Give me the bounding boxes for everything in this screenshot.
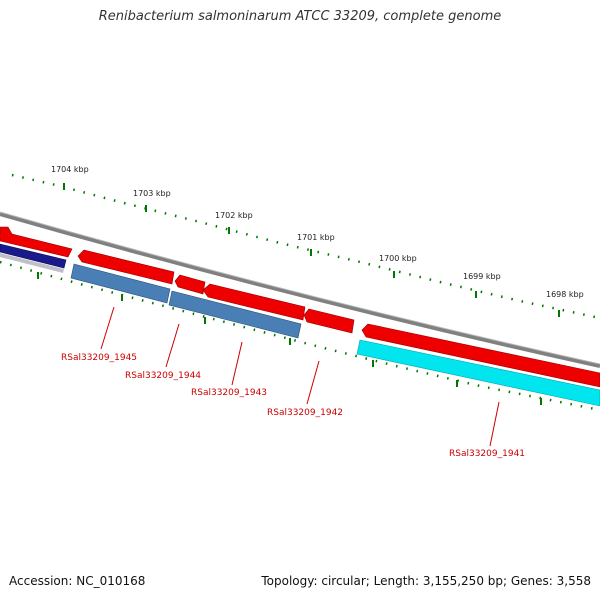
- leader-line: [489, 401, 500, 447]
- tick-label-1703: 1703 kbp: [133, 189, 171, 198]
- reverse-gene-blue[interactable]: [168, 290, 302, 339]
- inner-tick-row: [0, 260, 600, 412]
- reverse-gene-blue[interactable]: [70, 263, 171, 304]
- outer-tick-row: [11, 173, 600, 320]
- forward-strand-genes[interactable]: [0, 226, 600, 388]
- reverse-gene-cyan[interactable]: [356, 339, 600, 407]
- gene-label-1945[interactable]: RSal33209_1945: [61, 353, 137, 363]
- accession-text: Accession: NC_010168: [9, 574, 146, 588]
- forward-gene-arrow[interactable]: [174, 274, 206, 295]
- forward-gene-arrow[interactable]: [77, 249, 175, 285]
- gene-label-1941[interactable]: RSal33209_1941: [449, 449, 525, 459]
- leader-line: [306, 360, 320, 405]
- gene-labels: RSal33209_1945 RSal33209_1944 RSal33209_…: [61, 353, 525, 459]
- tick-label-1702: 1702 kbp: [215, 211, 253, 220]
- tick-label-1704: 1704 kbp: [51, 165, 89, 174]
- gene-label-1942[interactable]: RSal33209_1942: [267, 408, 343, 418]
- forward-gene-arrow[interactable]: [303, 308, 355, 334]
- tick-label-1700: 1700 kbp: [379, 254, 417, 263]
- leader-line: [100, 306, 115, 350]
- label-leaders: [100, 306, 500, 447]
- leader-line: [231, 341, 243, 386]
- tick-labels: 1704 kbp 1703 kbp 1702 kbp 1701 kbp 1700…: [51, 165, 584, 299]
- gene-label-1944[interactable]: RSal33209_1944: [125, 371, 201, 381]
- reverse-strand-genes[interactable]: [0, 243, 600, 407]
- tick-label-1699: 1699 kbp: [463, 272, 501, 281]
- gene-label-1943[interactable]: RSal33209_1943: [191, 388, 267, 398]
- reverse-gene-gray[interactable]: [0, 253, 64, 273]
- genome-backbone-highlight: [0, 211, 600, 365]
- tick-label-1698: 1698 kbp: [546, 290, 584, 299]
- forward-gene-arrow[interactable]: [202, 283, 306, 321]
- forward-gene-arrow[interactable]: [361, 323, 600, 388]
- leader-line: [165, 323, 180, 368]
- topology-text: Topology: circular; Length: 3,155,250 bp…: [261, 574, 591, 588]
- genome-backbone: [0, 212, 600, 368]
- tick-label-1701: 1701 kbp: [297, 233, 335, 242]
- map-title: Renibacterium salmoninarum ATCC 33209, c…: [98, 9, 502, 24]
- reverse-gene-navy[interactable]: [0, 243, 67, 269]
- forward-gene-arrow[interactable]: [0, 226, 73, 258]
